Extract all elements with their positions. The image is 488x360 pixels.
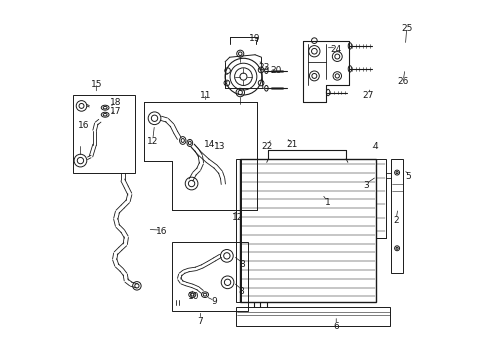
Text: 14: 14: [203, 140, 214, 149]
Bar: [390, 159, 403, 274]
Text: 25: 25: [400, 24, 412, 33]
Bar: [172, 242, 247, 311]
Text: 21: 21: [286, 140, 297, 149]
Text: 23: 23: [258, 63, 269, 72]
Text: 16: 16: [156, 227, 167, 236]
Text: 18: 18: [110, 98, 121, 107]
Text: 11: 11: [200, 91, 211, 100]
Text: 12: 12: [231, 212, 243, 221]
Bar: [236, 159, 241, 302]
Text: 1: 1: [324, 198, 329, 207]
Text: 7: 7: [197, 317, 203, 325]
Text: 16: 16: [78, 121, 89, 130]
Text: 8: 8: [240, 260, 245, 269]
Text: 2: 2: [392, 216, 398, 225]
Text: 17: 17: [110, 107, 121, 116]
Text: 8: 8: [238, 287, 244, 296]
Text: 27: 27: [362, 91, 373, 100]
Bar: [73, 95, 135, 173]
Text: 13: 13: [214, 142, 225, 151]
Text: 5: 5: [405, 172, 410, 181]
Text: 4: 4: [371, 142, 377, 151]
Bar: [375, 159, 385, 238]
Text: 19: 19: [249, 34, 260, 43]
Text: 22: 22: [261, 142, 272, 151]
Bar: [240, 159, 375, 302]
Text: 15: 15: [90, 80, 102, 89]
Text: 12: 12: [147, 137, 158, 146]
Text: 9: 9: [211, 297, 217, 306]
Text: 10: 10: [187, 292, 199, 301]
Text: 26: 26: [397, 77, 408, 86]
Text: 6: 6: [333, 322, 338, 331]
Text: 24: 24: [330, 45, 341, 54]
Bar: [236, 307, 389, 327]
Text: 3: 3: [363, 181, 368, 190]
Text: 20: 20: [270, 66, 282, 75]
